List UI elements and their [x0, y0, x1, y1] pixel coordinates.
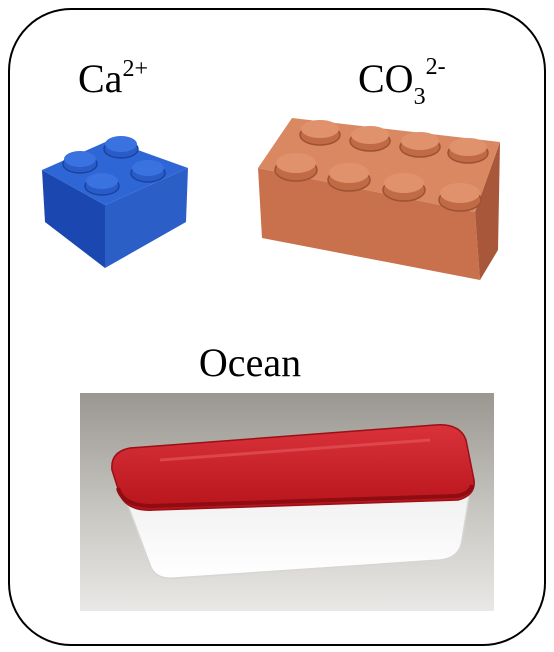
container-photo — [80, 393, 494, 611]
calcium-symbol: Ca — [78, 56, 123, 101]
blue-brick — [42, 136, 188, 268]
carbonate-charge: 2- — [426, 54, 446, 80]
ocean-label: Ocean — [199, 340, 301, 385]
carbonate-label: CO32- — [358, 54, 446, 110]
orange-brick — [258, 118, 500, 280]
carbonate-subscript: 3 — [414, 84, 426, 110]
carbonate-symbol: CO — [358, 56, 414, 101]
calcium-label: Ca2+ — [78, 56, 148, 101]
calcium-charge: 2+ — [122, 56, 148, 82]
